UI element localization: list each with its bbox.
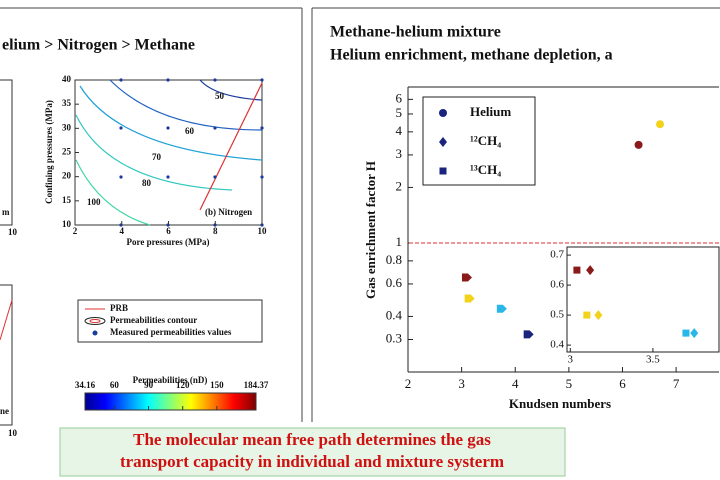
y-tick-label: 1 — [396, 234, 403, 249]
point — [464, 294, 475, 303]
x-tick-label: 10 — [258, 226, 268, 236]
x-tick-label: 8 — [213, 226, 218, 236]
y-tick-label: 25 — [62, 147, 72, 157]
y-tick-label: 15 — [62, 195, 72, 205]
x-tick-label: 4 — [120, 226, 125, 236]
y-tick-label: 40 — [62, 74, 72, 84]
contour-label: 100 — [87, 197, 101, 207]
point — [634, 140, 643, 149]
legend-marker — [439, 109, 447, 117]
y-tick-label: 4 — [396, 123, 403, 138]
x-tick-label: 7 — [673, 376, 680, 391]
inset-y-tick-label: 0.5 — [550, 309, 564, 321]
caption: The molecular mean free path determines … — [133, 430, 491, 449]
legend-label: ¹²CH₄ — [470, 133, 501, 148]
legend-box — [77, 299, 263, 343]
legend-dot — [92, 330, 98, 336]
y-tick-label: 35 — [62, 98, 72, 108]
y-tick-label: 30 — [62, 122, 72, 132]
y-tick-label: 20 — [62, 171, 72, 181]
x-axis-label: Knudsen numbers — [509, 396, 611, 411]
colorbar-tick-label: 150 — [210, 380, 224, 390]
contour-label: 70 — [152, 152, 162, 162]
legend-label: Helium — [470, 104, 511, 119]
x-tick-label: 2 — [405, 376, 412, 391]
legend-ellipse — [84, 317, 106, 325]
inset-x-tick-label: 3.5 — [646, 354, 660, 366]
left-heading: elium > Nitrogen > Methane — [2, 37, 195, 54]
caption-box — [59, 427, 566, 477]
panel-label: (b) Nitrogen — [205, 207, 252, 217]
y-tick-label: 5 — [396, 105, 403, 120]
y-axis-label: Confining pressures (MPa) — [44, 100, 54, 204]
colorbar-tick-label: 120 — [176, 380, 190, 390]
x-tick-label: 6 — [166, 226, 171, 236]
point — [523, 330, 534, 339]
x-axis-label: Pore pressures (MPa) — [127, 237, 210, 247]
colorbar-tick-label: 184.37 — [244, 380, 269, 390]
colorbar — [84, 392, 257, 411]
colorbar-title: Permeabilities (nD) — [133, 375, 208, 385]
y-tick-label: 0.6 — [386, 275, 403, 290]
fragment: m — [2, 207, 10, 217]
y-tick-label: 6 — [396, 90, 403, 105]
point — [583, 311, 591, 319]
x-tick-label: 6 — [619, 376, 626, 391]
measured-points — [119, 78, 264, 227]
x-tick-label: 4 — [512, 376, 519, 391]
y-tick-label: 0.4 — [386, 307, 403, 322]
plot-frame — [74, 79, 263, 226]
colorbar-tick-label: 60 — [110, 380, 120, 390]
contour-label: 60 — [185, 126, 195, 136]
colorbar-tick-label: 90 — [144, 380, 154, 390]
contour-label: 50 — [215, 91, 225, 101]
inset-frame — [566, 246, 720, 353]
contours — [75, 79, 263, 226]
colorbar-tick-label: 34.16 — [75, 380, 96, 390]
fragment: ne — [0, 406, 9, 416]
point — [573, 266, 581, 274]
point — [496, 304, 507, 313]
right-heading: Methane-helium mixture — [330, 24, 501, 41]
point — [690, 328, 699, 339]
y-axis-label: Gas enrichment factor H — [363, 161, 378, 299]
y-tick-label: 2 — [396, 178, 403, 193]
point — [656, 120, 665, 129]
cropped-panel — [0, 284, 13, 426]
legend-label: PRB — [110, 303, 128, 313]
legend-label: Permeabilities contour — [110, 315, 197, 325]
fragment: 10 — [8, 428, 18, 438]
caption: transport capacity in individual and mix… — [120, 452, 504, 471]
prb-line — [0, 299, 13, 341]
inset-y-tick-label: 0.6 — [550, 279, 564, 291]
point — [461, 273, 472, 282]
y-tick-label: 10 — [62, 219, 72, 229]
legend-label: Measured permeabilities values — [110, 327, 232, 337]
legend-label: ¹³CH₄ — [470, 162, 501, 177]
legend-ellipse — [89, 319, 101, 323]
y-tick-label: 3 — [396, 146, 403, 161]
point — [586, 265, 595, 276]
inset-x-tick-label: 3 — [568, 354, 574, 366]
legend-marker — [439, 137, 447, 147]
point — [594, 310, 603, 321]
y-tick-label: 0.8 — [386, 252, 402, 267]
legend-marker — [439, 167, 447, 175]
inset-y-tick-label: 0.7 — [550, 249, 564, 261]
inset-y-tick-label: 0.4 — [550, 339, 564, 351]
contour-label: 80 — [142, 178, 152, 188]
point — [682, 329, 690, 337]
cropped-panel — [0, 79, 13, 226]
fragment: 10 — [8, 227, 18, 237]
x-tick-label: 5 — [566, 376, 573, 391]
y-tick-label: 0.3 — [386, 330, 402, 345]
x-tick-label: 2 — [73, 226, 78, 236]
x-tick-label: 3 — [458, 376, 465, 391]
right-heading: Helium enrichment, methane depletion, a — [330, 47, 613, 64]
